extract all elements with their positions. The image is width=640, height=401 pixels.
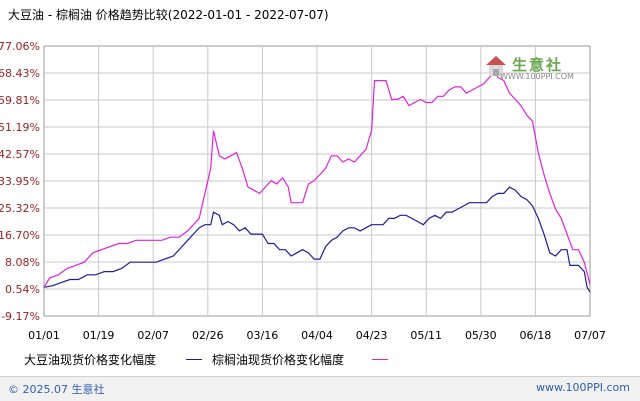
footer-bar: © 2025.07 生意社 www.100PPI.com — [0, 376, 640, 401]
y-tick-label: 42.57% — [0, 148, 40, 161]
footer-copyright: © 2025.07 生意社 — [8, 383, 105, 396]
chart-title: 大豆油 - 棕榈油 价格趋势比较(2022-01-01 - 2022-07-07… — [8, 8, 329, 22]
x-tick-label: 07/07 — [574, 329, 606, 342]
x-tick-label: 02/26 — [192, 329, 224, 342]
y-tick-label: 51.19% — [0, 121, 40, 134]
x-tick-label: 01/19 — [83, 329, 115, 342]
y-tick-label: 0.54% — [5, 283, 40, 296]
palm-oil-series-line — [43, 70, 591, 288]
y-tick-label: 16.70% — [0, 229, 40, 242]
y-tick-label: 8.08% — [5, 256, 40, 269]
logo-url: WWW.100PPI.COM — [500, 72, 574, 81]
x-tick-label: 05/11 — [410, 329, 442, 342]
legend-palm-swatch — [372, 359, 388, 360]
x-tick-label: 01/01 — [28, 329, 60, 342]
y-tick-label: 33.95% — [0, 175, 40, 188]
y-tick-label: 68.43% — [0, 67, 40, 80]
soy-oil-series-line — [43, 186, 591, 293]
x-tick-label: 03/16 — [247, 329, 279, 342]
x-tick-label: 05/30 — [465, 329, 497, 342]
legend-soy-label: 大豆油现货价格变化幅度 — [24, 353, 157, 367]
legend-palm-label: 棕榈油现货价格变化幅度 — [212, 353, 345, 367]
y-tick-label: 25.32% — [0, 202, 40, 215]
footer-site-link[interactable]: www.100PPI.com — [536, 381, 630, 394]
x-tick-label: 04/23 — [356, 329, 388, 342]
y-tick-label: -9.17% — [1, 310, 40, 323]
legend-soy-swatch — [186, 359, 202, 360]
y-tick-label: 59.81% — [0, 94, 40, 107]
house-logo-icon — [486, 56, 506, 76]
x-tick-label: 06/18 — [520, 329, 552, 342]
y-tick-label: 77.06% — [0, 40, 40, 53]
logo: 生意社 WWW.100PPI.COM — [484, 54, 576, 82]
x-tick-label: 04/04 — [301, 329, 333, 342]
logo-text: 生意社 — [512, 56, 564, 74]
x-tick-label: 02/07 — [137, 329, 169, 342]
